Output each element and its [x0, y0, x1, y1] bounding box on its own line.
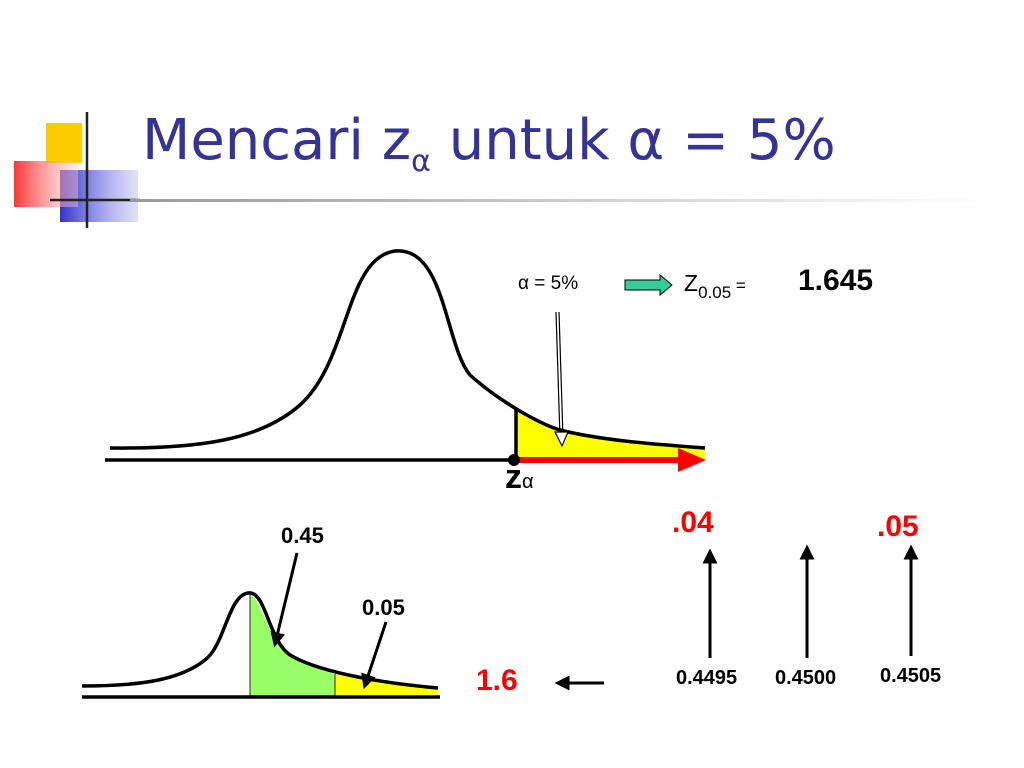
row-value-label: 1.6 [476, 664, 518, 697]
table-lookup-arrows [554, 544, 919, 691]
z-label-subscript: 0.05 [698, 283, 732, 302]
title-suffix: untuk α = 5% [430, 108, 836, 173]
z-label: Z0.05 = [684, 270, 746, 303]
z-alpha-axis-label: zα [505, 458, 534, 497]
axis-label-main: z [505, 458, 522, 496]
title-subscript: α [411, 144, 431, 179]
z-label-prefix: Z [684, 270, 699, 296]
title-underline [130, 199, 990, 202]
column-header-05: .05 [877, 510, 919, 543]
area-label-0-45: 0.45 [281, 523, 324, 548]
z-label-equals: = [731, 276, 746, 295]
z-value: 1.645 [798, 264, 874, 297]
column-header-04: .04 [672, 506, 714, 539]
top-normal-curve-diagram [105, 249, 706, 472]
probability-0-4500: 0.4500 [775, 667, 837, 689]
center-area-0-45 [250, 594, 335, 697]
alpha-pointer-head [554, 431, 569, 448]
green-right-arrow-icon [624, 273, 673, 297]
top-normal-curve [109, 249, 706, 450]
red-arrow-head [678, 448, 706, 472]
area-label-0-05: 0.05 [362, 595, 405, 620]
page-title: Mencari zα untuk α = 5% [142, 108, 836, 179]
bottom-normal-curve-diagram [81, 552, 440, 699]
alpha-pointer-line-b [558, 311, 564, 439]
top-tail-area [516, 408, 705, 460]
alpha-label: α = 5% [518, 273, 579, 294]
title-prefix: Mencari z [142, 108, 412, 173]
alpha-pointer-line-a [555, 311, 561, 439]
z-alpha-point [508, 454, 520, 466]
pointer-0-05 [361, 621, 388, 690]
deco-yellow-square [46, 123, 82, 163]
probability-0-4495: 0.4495 [676, 667, 738, 689]
pointer-0-45 [270, 552, 299, 648]
bottom-normal-curve [81, 591, 439, 690]
tail-area-0-05 [335, 674, 438, 697]
probability-0-4505: 0.4505 [880, 665, 942, 687]
axis-label-sub: α [522, 471, 534, 493]
